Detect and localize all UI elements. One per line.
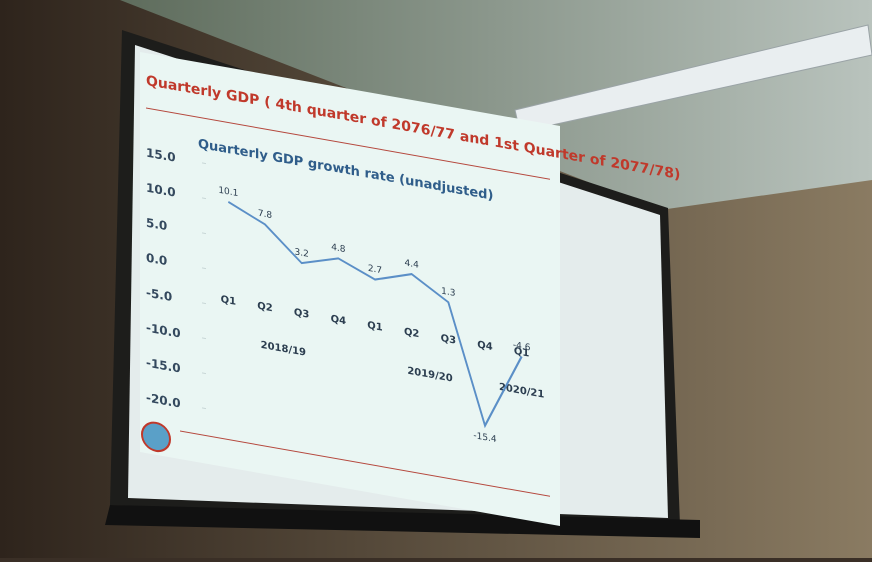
x-tick-label: Q1: [221, 294, 236, 308]
screen-bar: [105, 505, 700, 538]
y-tick-label: 15.0: [146, 146, 176, 165]
line: [227, 201, 523, 429]
data-label: 2.7: [368, 264, 382, 276]
x-tick-label: Q4: [477, 340, 492, 354]
x-tick-label: Q1: [367, 320, 382, 334]
tick: [202, 267, 206, 270]
data-label: -4.6: [513, 340, 531, 353]
x-tick-label: Q3: [294, 307, 309, 321]
data-label: 4.4: [405, 258, 420, 270]
x-tick-label: Q3: [441, 333, 456, 347]
tick: [202, 197, 206, 200]
y-tick-label: -15.0: [146, 356, 181, 376]
y-tick-label: -20.0: [146, 391, 181, 411]
y-tick-label: 0.0: [146, 251, 167, 269]
tick: [202, 407, 206, 410]
tick: [202, 232, 206, 235]
x-tick-label: Q4: [331, 314, 346, 328]
tick: [202, 162, 206, 165]
data-label: 7.8: [258, 209, 273, 221]
y-tick-label: 5.0: [146, 216, 167, 234]
x-tick-label: Q1: [514, 346, 529, 360]
data-label: -15.4: [473, 431, 496, 445]
slide-bg: [140, 52, 560, 527]
x-tick-label: Q2: [257, 301, 272, 315]
tick: [202, 372, 206, 375]
data-label: 10.1: [218, 186, 238, 199]
data-label: 1.3: [441, 287, 456, 299]
y-tick-label: -10.0: [146, 321, 181, 341]
data-label: 3.2: [295, 247, 309, 259]
logo: [141, 421, 171, 453]
tick: [202, 302, 206, 305]
footer-rule: [180, 430, 550, 497]
ceiling: [120, 0, 872, 210]
y-tick-label: -5.0: [146, 286, 172, 305]
tick: [202, 337, 206, 340]
y-tick-label: 10.0: [146, 181, 176, 200]
title-rule: [146, 107, 550, 180]
x-tick-label: Q2: [404, 327, 419, 341]
data-label: 4.8: [331, 243, 346, 255]
